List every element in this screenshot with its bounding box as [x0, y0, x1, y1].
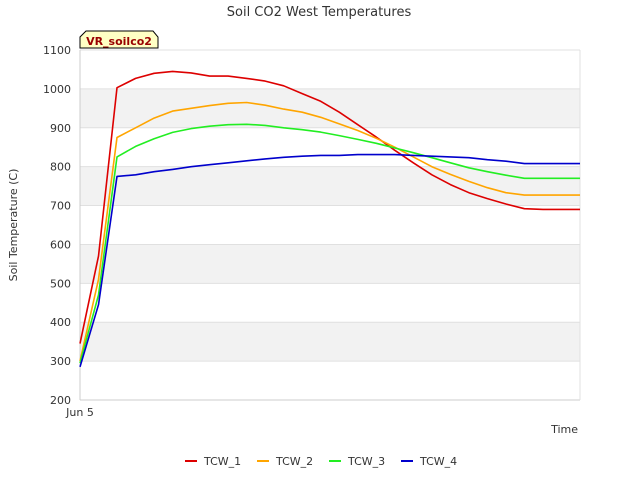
grid-band [80, 322, 580, 362]
x-tick-label: Jun 5 [65, 406, 94, 419]
y-tick-label: 700 [50, 200, 71, 213]
y-tick-label: 1000 [43, 83, 71, 96]
series-line-tcw_2 [79, 101, 580, 362]
plot-background [80, 50, 580, 400]
legend: TCW_1 TCW_2 TCW_3 TCW_4 [185, 455, 457, 468]
annotation-label: VR_soilco2 [86, 35, 152, 48]
grid-band [80, 88, 580, 128]
annotation-box [79, 30, 159, 49]
x-axis-ticks: Jun 5 [65, 406, 94, 419]
grid-band [80, 244, 580, 284]
y-tick-label: 1100 [43, 44, 71, 57]
series-line-tcw_1 [79, 70, 580, 344]
y-tick-label: 500 [50, 277, 71, 290]
y-tick-label: 400 [50, 316, 71, 329]
y-tick-label: 200 [50, 394, 71, 407]
y-tick-label: 300 [50, 355, 71, 368]
y-tick-label: 900 [50, 122, 71, 135]
y-axis-ticks: 200 300 400 500 600 700 800 900 1000 1100 [43, 44, 71, 407]
legend-label: TCW_2 [275, 455, 313, 468]
chart-title: Soil CO2 West Temperatures [227, 5, 412, 20]
legend-label: TCW_1 [203, 455, 241, 468]
legend-label: TCW_3 [347, 455, 385, 468]
y-axis-label: Soil Temperature (C) [7, 169, 20, 282]
x-axis-label: Time [550, 423, 578, 436]
series-lines [79, 70, 580, 368]
series-line-tcw_4 [79, 153, 580, 368]
y-tick-label: 600 [50, 238, 71, 251]
legend-label: TCW_4 [419, 455, 457, 468]
y-tick-label: 800 [50, 161, 71, 174]
grid-band [80, 166, 580, 206]
annotation-badge: VR_soilco2 [79, 30, 159, 49]
series-line-tcw_3 [79, 123, 580, 364]
